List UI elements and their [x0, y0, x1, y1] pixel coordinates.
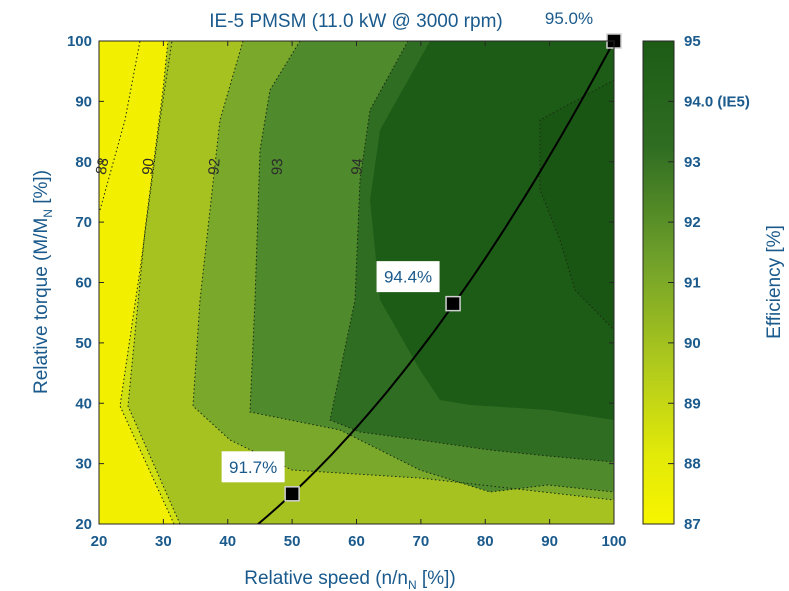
- colorbar-tick-label: 89: [684, 395, 701, 412]
- y-tick-label: 80: [75, 154, 92, 171]
- operating-point-label-box: [221, 451, 285, 483]
- y-tick-label: 60: [75, 275, 92, 292]
- contour-label-93: 93: [269, 158, 287, 176]
- operating-point-label-box: [376, 261, 440, 293]
- contour-lines: [99, 41, 614, 524]
- operating-point-marker: [445, 295, 461, 312]
- colorbar-tick-label: 88: [684, 456, 701, 473]
- x-tick-label: 30: [155, 533, 172, 550]
- x-tick-label: 60: [348, 533, 365, 550]
- y-tick-label: 70: [75, 214, 92, 231]
- y-tick-label: 40: [75, 395, 92, 412]
- colorbar-tick-label: 87: [684, 516, 701, 533]
- colorbar-tick-label: 94.0 (IE5): [684, 93, 750, 110]
- x-tick-label: 20: [91, 533, 108, 550]
- y-tick-label: 30: [75, 456, 92, 473]
- colorbar: 87 88 89 90 91 92 93 94.0 (IE5) 95 Efficiency [%…: [642, 33, 785, 533]
- y-tick-label: 100: [67, 33, 92, 50]
- operating-point-label: 91.7%: [229, 458, 277, 477]
- colorbar-label: Efficiency [%]: [764, 225, 785, 339]
- contour-label-94: 94: [348, 158, 366, 176]
- y-tick-label: 50: [75, 335, 92, 352]
- x-tick-label: 70: [413, 533, 430, 550]
- operating-point-label: 95.0%: [545, 9, 593, 28]
- chart-title: IE-5 PMSM (11.0 kW @ 3000 rpm): [209, 11, 502, 32]
- contour-label-90: 90: [139, 158, 157, 176]
- contour-label-88: 88: [93, 157, 113, 176]
- colorbar-tick-label: 93: [684, 154, 701, 171]
- operating-point-label: 94.4%: [384, 268, 432, 287]
- y-axis-label: Relative torque (M/MN [%]): [31, 170, 55, 394]
- operating-point-label-box: [537, 2, 601, 34]
- x-tick-label: 50: [284, 533, 301, 550]
- operating-point-marker: [284, 486, 300, 502]
- plot-area: [99, 41, 614, 524]
- x-tick-label: 90: [541, 533, 558, 550]
- contour-label-92: 92: [205, 158, 223, 176]
- colorbar-ticks: 87 88 89 90 91 92 93 94.0 (IE5) 95: [668, 33, 750, 533]
- contour-labels: 88 90 92 93 94: [93, 157, 367, 176]
- colorbar-tick-label: 92: [684, 214, 701, 231]
- x-tick-label: 100: [601, 533, 626, 550]
- x-tick-label: 80: [477, 533, 494, 550]
- y-tick-label: 90: [75, 93, 92, 110]
- colorbar-tick-label: 95: [684, 33, 701, 50]
- y-axis: 20 30 40 50 60 70 80 90 100: [67, 33, 614, 533]
- colorbar-tick-label: 90: [684, 335, 701, 352]
- x-axis: 20 30 40 50 60 70 80 90 100: [91, 41, 627, 550]
- x-axis-label: Relative speed (n/nN [%]): [244, 568, 455, 591]
- y-tick-label: 20: [75, 516, 92, 533]
- colorbar-tick-label: 91: [684, 275, 701, 292]
- x-tick-label: 40: [219, 533, 236, 550]
